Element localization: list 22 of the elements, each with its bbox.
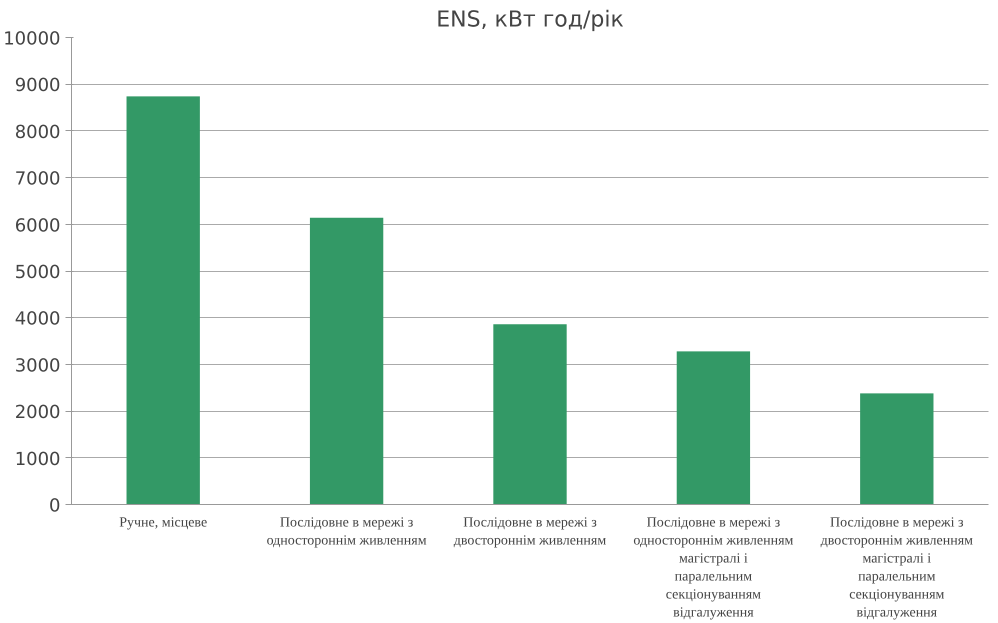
- bar: [493, 324, 567, 504]
- x-tick-label: Послідовне в мережі з двостороннім живленням: [454, 516, 606, 548]
- y-tick-label: 2000: [14, 402, 61, 424]
- y-tick-label: 5000: [14, 262, 61, 283]
- bar: [126, 96, 200, 504]
- bar: [676, 351, 750, 504]
- y-tick-label: 3000: [14, 355, 61, 376]
- chart-title: ENS, кВт год/рік: [436, 8, 624, 32]
- y-tick-label: 9000: [14, 75, 61, 96]
- bar: [860, 393, 934, 504]
- bar: [310, 218, 384, 504]
- y-tick-label: 6000: [14, 215, 61, 236]
- y-tick-label: 10000: [3, 28, 61, 50]
- x-tick-label: Послідовне в мережі з одностороннім живленням магістралі і паралельним секціонуванням відгалуження: [633, 516, 794, 620]
- y-tick-label: 4000: [14, 308, 61, 330]
- x-tick-label: Послідовне в мережі з одностороннім живленням: [266, 516, 427, 548]
- y-tick-label: 1000: [14, 448, 61, 470]
- y-tick-label: 7000: [14, 168, 61, 190]
- y-tick-label: 8000: [14, 122, 61, 143]
- x-tick-label: Ручне, місцеве: [119, 516, 208, 530]
- y-tick-label: 0: [49, 496, 60, 516]
- x-tick-label: Послідовне в мережі з двостороннім живленням магістралі і паралельним секціонуванням відгалуження: [820, 516, 974, 620]
